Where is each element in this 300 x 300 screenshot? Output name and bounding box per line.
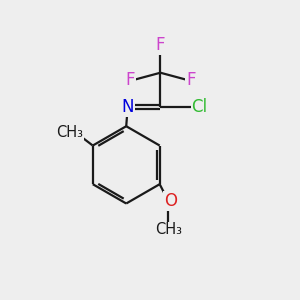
- Text: Cl: Cl: [192, 98, 208, 116]
- Text: CH₃: CH₃: [56, 125, 83, 140]
- Text: F: F: [125, 71, 134, 89]
- Text: CH₃: CH₃: [155, 223, 182, 238]
- Text: F: F: [156, 36, 165, 54]
- Text: F: F: [186, 71, 196, 89]
- Text: N: N: [122, 98, 134, 116]
- Text: O: O: [164, 192, 177, 210]
